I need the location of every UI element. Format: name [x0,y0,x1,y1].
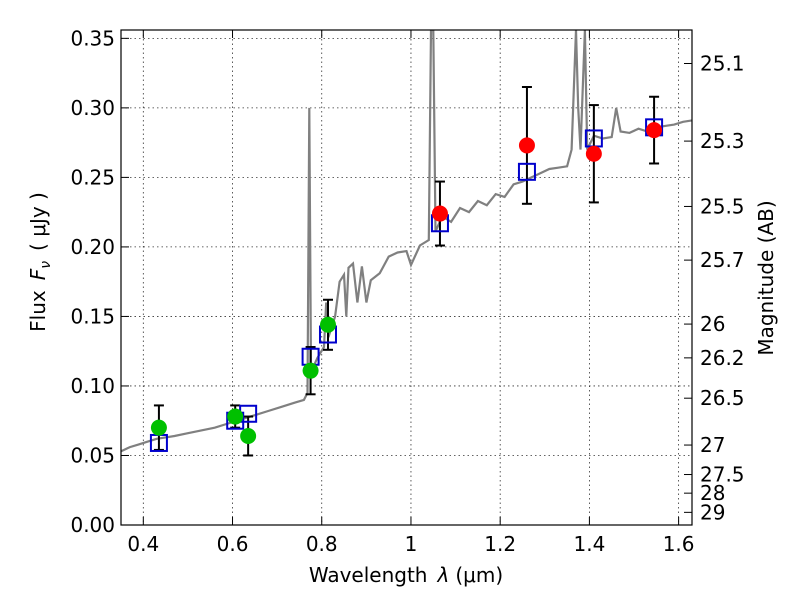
red-flux-point [518,137,535,154]
x-tick-label: 0.8 [306,532,338,556]
sed-spectrum-line [121,30,692,453]
green-flux-point [319,316,336,333]
x-tick-label: 0.4 [127,532,159,556]
x-tick-label: 1 [405,532,418,556]
mag-tick-label: 25.1 [700,52,745,76]
y-tick-label: 0.00 [70,513,115,537]
mag-tick-label: 26.2 [700,346,745,370]
x-axis-title: Wavelength λ (μm) [309,563,503,587]
green-photometry-points [150,316,336,445]
green-flux-point [227,408,244,425]
y-tick-label: 0.30 [70,96,115,120]
x-tick-label: 0.6 [217,532,249,556]
red-photometry-points [431,122,663,222]
y-axis-title: FluxFν( μJy ) [26,192,54,332]
model-flux-squares [149,118,664,452]
red-flux-point [585,145,602,162]
mag-tick-label: 28 [700,481,725,505]
mag-tick-label: 25.5 [700,194,745,218]
errorbars [153,86,660,457]
green-flux-point [150,419,167,436]
plot-frame [120,29,693,526]
x-tick-label: 1.2 [484,532,516,556]
red-flux-point [431,205,448,222]
x-tick-label: 1.4 [573,532,605,556]
y-tick-label: 0.35 [70,26,115,50]
x-tick-label: 1.6 [663,532,695,556]
y-tick-label: 0.15 [70,304,115,328]
mag-tick-label: 29 [700,500,725,524]
y-tick-label: 0.25 [70,165,115,189]
mag-tick-label: 25.3 [700,129,745,153]
mag-tick-label: 26.5 [700,386,745,410]
red-flux-point [646,122,663,139]
grid [121,30,692,526]
y-tick-label: 0.10 [70,374,115,398]
y-tick-label: 0.20 [70,235,115,259]
mag-tick-label: 26 [700,312,725,336]
y-axis-ticks: 0.00 0.05 0.10 0.15 0.20 0.25 0.30 0.35 [70,26,129,537]
mag-tick-label: 25.7 [700,248,745,272]
x-axis-ticks: 0.4 0.6 0.8 1 1.2 1.4 1.6 [127,30,695,556]
green-flux-point [240,428,257,445]
y2-axis-title: Magnitude (AB) [754,200,778,355]
y-tick-label: 0.05 [70,443,115,467]
green-flux-point [302,362,319,379]
mag-tick-label: 27 [700,433,725,457]
mag-tick-label: 27.5 [700,463,745,487]
model-flux-square [517,162,536,181]
